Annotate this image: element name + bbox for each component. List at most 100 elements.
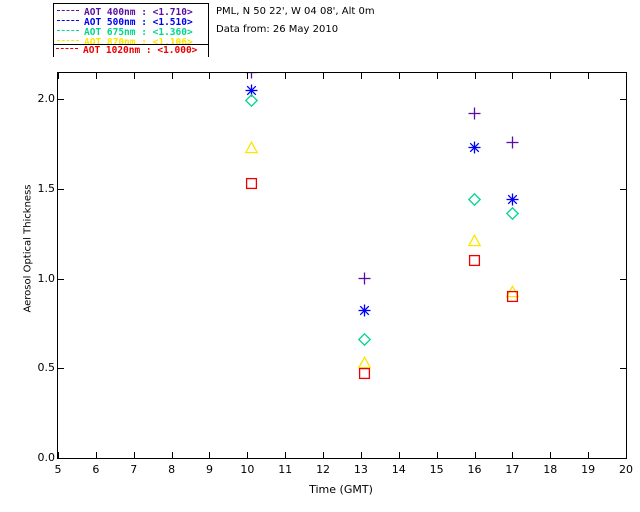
legend-label-1020nm: AOT 1020nm : <1.000> <box>83 45 198 56</box>
data-point-aot-400nm <box>245 73 258 79</box>
legend-dash-icon-1020nm <box>56 48 78 49</box>
x-tick-15 <box>436 452 438 458</box>
site-title: PML, N 50 22', W 04 08', Alt 0m <box>216 6 375 17</box>
y-axis-title: Aerosol Optical Thickness <box>22 184 34 313</box>
data-point-aot-500nm <box>358 304 371 317</box>
legend-dash-icon-675nm <box>57 30 79 31</box>
legend-label-870nm: AOT 870nm : <1.106> <box>84 37 193 45</box>
x-tick-label-18: 18 <box>543 463 558 476</box>
y-tick-1.0 <box>58 278 64 280</box>
x-tick-9 <box>209 452 211 458</box>
data-point-aot-870nm <box>467 234 482 247</box>
data-point-aot-1020nm <box>468 254 481 267</box>
x-tick-14 <box>398 452 400 458</box>
y-tick-1.0 <box>620 278 626 280</box>
x-tick-17 <box>512 73 514 79</box>
x-tick-label-17: 17 <box>505 463 520 476</box>
x-tick-6 <box>95 73 97 79</box>
x-tick-8 <box>171 73 173 79</box>
y-tick-1.5 <box>620 188 626 190</box>
x-tick-18 <box>550 73 552 79</box>
x-tick-20 <box>626 73 627 79</box>
data-point-aot-400nm <box>358 272 371 285</box>
x-tick-label-14: 14 <box>391 463 406 476</box>
data-point-aot-500nm <box>468 141 481 154</box>
y-tick-2.0 <box>58 99 64 101</box>
y-tick-label-0.0: 0.0 <box>37 451 56 464</box>
data-point-aot-1020nm <box>506 290 519 303</box>
data-point-aot-675nm <box>358 332 372 347</box>
x-tick-label-9: 9 <box>205 463 213 476</box>
legend-entry-675nm: AOT 675nm : <1.360> <box>57 27 193 38</box>
x-tick-12 <box>323 73 325 79</box>
x-tick-8 <box>171 452 173 458</box>
x-tick-13 <box>360 73 362 79</box>
x-tick-7 <box>133 73 135 79</box>
y-tick-0.5 <box>58 368 64 370</box>
y-tick-0.0 <box>620 458 626 459</box>
data-point-aot-400nm <box>468 107 481 120</box>
x-tick-5 <box>58 73 59 79</box>
x-tick-17 <box>512 452 514 458</box>
legend: AOT 400nm : <1.710> AOT 500nm : <1.510> AO… <box>53 3 209 45</box>
legend-label-675nm: AOT 675nm : <1.360> <box>84 27 193 38</box>
data-point-aot-675nm <box>467 192 482 207</box>
x-tick-label-5: 5 <box>54 463 62 476</box>
x-tick-label-13: 13 <box>353 463 368 476</box>
x-tick-19 <box>588 73 590 79</box>
x-tick-11 <box>285 452 287 458</box>
x-tick-15 <box>436 73 438 79</box>
x-tick-11 <box>285 73 287 79</box>
x-tick-19 <box>588 452 590 458</box>
x-tick-10 <box>247 73 249 79</box>
legend-entry-870nm: AOT 870nm : <1.106> <box>57 37 193 45</box>
x-tick-14 <box>398 73 400 79</box>
legend-label-400nm: AOT 400nm : <1.710> <box>84 7 193 18</box>
x-tick-label-8: 8 <box>168 463 176 476</box>
x-tick-label-10: 10 <box>240 463 255 476</box>
plot-area: 5 6 7 8 9 10 11 12 13 14 15 16 17 18 19 20 0.0 0.5 1.0 1.5 2… <box>38 72 633 476</box>
data-point-aot-675nm <box>505 207 520 221</box>
x-tick-label-12: 12 <box>316 463 331 476</box>
legend-dash-icon-870nm <box>57 40 79 41</box>
x-tick-16 <box>474 73 476 79</box>
x-tick-label-6: 6 <box>92 463 100 476</box>
x-tick-20 <box>626 452 627 458</box>
x-tick-label-19: 19 <box>581 463 596 476</box>
x-tick-7 <box>133 452 135 458</box>
x-axis-title: Time (GMT) <box>309 483 373 496</box>
y-tick-1.5 <box>58 188 64 190</box>
x-tick-10 <box>247 452 249 458</box>
x-tick-label-20: 20 <box>619 463 633 476</box>
legend-dash-icon-500nm <box>57 20 79 21</box>
legend-overflow-row: AOT 1020nm : <1.000> <box>53 45 209 57</box>
x-tick-12 <box>323 452 325 458</box>
data-point-aot-1020nm <box>358 367 371 380</box>
x-tick-9 <box>209 73 211 79</box>
legend-label-500nm: AOT 500nm : <1.510> <box>84 17 193 28</box>
x-tick-label-16: 16 <box>467 463 482 476</box>
data-point-aot-500nm <box>245 84 258 97</box>
x-tick-5 <box>58 452 59 458</box>
y-tick-0.5 <box>620 368 626 370</box>
y-tick-label-1.0: 1.0 <box>37 271 56 285</box>
data-point-aot-870nm <box>357 356 372 369</box>
y-tick-label-1.5: 1.5 <box>37 181 56 195</box>
data-point-aot-500nm <box>506 193 519 206</box>
x-tick-label-15: 15 <box>429 463 444 476</box>
data-point-aot-1020nm <box>245 177 258 190</box>
data-point-aot-675nm <box>244 94 258 108</box>
y-tick-label-0.5: 0.5 <box>37 361 56 375</box>
x-tick-18 <box>550 452 552 458</box>
x-tick-6 <box>95 452 97 458</box>
x-tick-label-7: 7 <box>130 463 138 476</box>
y-tick-2.0 <box>620 99 626 101</box>
x-tick-13 <box>360 452 362 458</box>
x-tick-16 <box>474 452 476 458</box>
y-tick-label-2.0: 2.0 <box>37 92 56 106</box>
legend-entry-1020nm: AOT 1020nm : <1.000> <box>56 45 197 56</box>
data-point-aot-400nm <box>506 136 519 149</box>
legend-entry-400nm: AOT 400nm : <1.710> <box>57 7 193 18</box>
legend-entry-500nm: AOT 500nm : <1.510> <box>57 17 193 28</box>
